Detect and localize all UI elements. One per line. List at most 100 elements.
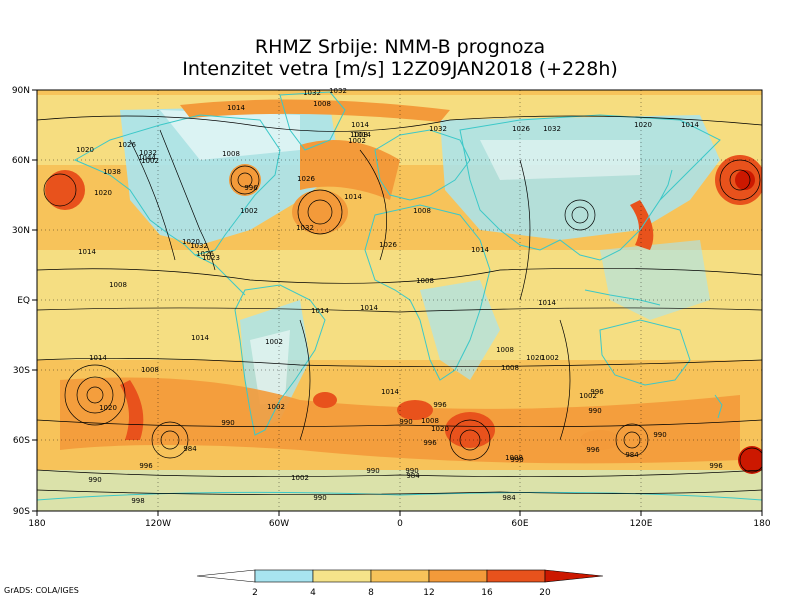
isobar-label: 1008 bbox=[496, 346, 514, 354]
colorbar: 2 4 8 12 16 20 bbox=[196, 569, 604, 598]
graticule bbox=[37, 90, 762, 511]
colorbar-label: 4 bbox=[310, 588, 316, 598]
isobar-label: 1014 bbox=[538, 299, 556, 307]
isobar-label: 1002 bbox=[141, 157, 159, 165]
colorbar-segment bbox=[428, 569, 488, 583]
colorbar-label: 16 bbox=[481, 588, 493, 598]
y-tick-label: 30N bbox=[12, 226, 30, 236]
isobar-label: 990 bbox=[366, 467, 379, 475]
isobar-label: 1008 bbox=[222, 150, 240, 158]
isobar-label: 1026 bbox=[118, 141, 136, 149]
y-tick-label: 90S bbox=[13, 507, 30, 517]
x-tick-label: 120E bbox=[630, 519, 653, 529]
isobar-label: 1020 bbox=[431, 425, 449, 433]
x-tick-label: 60E bbox=[511, 519, 528, 529]
australia-coast bbox=[599, 319, 691, 386]
isobar-label: 1014 bbox=[360, 304, 378, 312]
isobar-label: 1032 bbox=[296, 224, 314, 232]
isobar-label: 1020 bbox=[99, 404, 117, 412]
africa-coast bbox=[364, 204, 491, 381]
colorbar-segment bbox=[254, 569, 314, 583]
isobar-label: 1026 bbox=[297, 175, 315, 183]
isobar-label: 1032 bbox=[329, 87, 347, 95]
isobar-label: 1008 bbox=[421, 417, 439, 425]
isobar-label: 996 bbox=[433, 401, 447, 409]
x-axis-labels: 180 120W 60W 0 60E 120E 180 bbox=[28, 519, 770, 529]
isobar-label: 984 bbox=[502, 494, 516, 502]
isobar-label: 990 bbox=[653, 431, 666, 439]
isobar-label: 1032 bbox=[429, 125, 447, 133]
isobar-label: 1026 bbox=[379, 241, 397, 249]
isobar-label: 1008 bbox=[109, 281, 127, 289]
colorbar-right-arrow bbox=[544, 569, 604, 583]
north-america-coast bbox=[73, 114, 281, 256]
isobar-label: 1032 bbox=[190, 242, 208, 250]
isobar-label: 996 bbox=[590, 388, 604, 396]
isobar-label: 990 bbox=[313, 494, 326, 502]
isobar-label: 996 bbox=[586, 446, 600, 454]
isobar-label: 1044 bbox=[138, 154, 156, 162]
y-tick-label: 60N bbox=[12, 156, 30, 166]
axis-ticks bbox=[32, 89, 763, 516]
colorbar-segment bbox=[370, 569, 430, 583]
isobar-label: 1008 bbox=[416, 277, 434, 285]
isobar-label: 984 bbox=[183, 445, 197, 453]
x-tick-label: 120W bbox=[145, 519, 171, 529]
isobar-label: 1023 bbox=[202, 254, 220, 262]
isobar-label: 990 bbox=[221, 419, 234, 427]
isobar-label: 1002 bbox=[579, 392, 597, 400]
isobar-label: 1014 bbox=[344, 193, 362, 201]
isobar-label: 1002 bbox=[267, 403, 285, 411]
y-tick-label: 30S bbox=[13, 366, 30, 376]
isobar-label: 1008 bbox=[141, 366, 159, 374]
isobar-label: 1014 bbox=[311, 307, 329, 315]
south-america-coast bbox=[234, 284, 326, 436]
isobar-label: 1008 bbox=[505, 454, 523, 462]
isobars bbox=[37, 115, 762, 495]
isobar-label: 1020 bbox=[182, 238, 200, 246]
isobar-label: 1038 bbox=[103, 168, 121, 176]
isobar-label: 1020 bbox=[94, 189, 112, 197]
greenland-coast bbox=[279, 91, 346, 151]
colorbar-left-arrow bbox=[196, 569, 256, 583]
isobar-label: 1026 bbox=[512, 125, 530, 133]
isobar-label: 1014 bbox=[89, 354, 107, 362]
isobar-label: 1014 bbox=[78, 248, 96, 256]
isobar-label: 1014 bbox=[353, 131, 371, 139]
isobar-label: 996 bbox=[244, 184, 258, 192]
isobar-label: 990 bbox=[510, 456, 523, 464]
isobar-label: 1014 bbox=[681, 121, 699, 129]
isobar-label: 1014 bbox=[351, 121, 369, 129]
isobar-label: 990 bbox=[88, 476, 101, 484]
coastlines bbox=[37, 91, 762, 501]
isobar-label: 984 bbox=[406, 472, 420, 480]
isobar-label: 1002 bbox=[348, 137, 366, 145]
colorbar-label: 2 bbox=[252, 588, 258, 598]
x-tick-label: 60W bbox=[269, 519, 289, 529]
y-tick-label: 60S bbox=[13, 436, 30, 446]
isobar-label: 990 bbox=[405, 467, 418, 475]
y-axis-labels: 90N 60N 30N EQ 30S 60S 90S bbox=[12, 86, 30, 517]
isobar-label: 1008 bbox=[350, 131, 368, 139]
x-tick-label: 180 bbox=[28, 519, 45, 529]
isobar-label: 1020 bbox=[526, 354, 544, 362]
isobar-label: 1014 bbox=[191, 334, 209, 342]
central-america-coast bbox=[194, 254, 246, 296]
isobar-label: 984 bbox=[625, 451, 639, 459]
credit-text: GrADS: COLA/IGES bbox=[4, 586, 79, 595]
map-title-line2: Intenzitet vetra [m/s] 12Z09JAN2018 (+22… bbox=[182, 58, 618, 80]
isobar-label: 996 bbox=[709, 462, 723, 470]
y-tick-label: EQ bbox=[17, 296, 30, 306]
map-title-line1: RHMZ Srbije: NMM-B prognoza bbox=[254, 36, 546, 58]
isobar-label: 990 bbox=[588, 407, 601, 415]
isobar-label: 1014 bbox=[227, 104, 245, 112]
isobar-label: 1020 bbox=[634, 121, 652, 129]
isobar-label: 1032 bbox=[303, 89, 321, 97]
isobar-label: 1020 bbox=[76, 146, 94, 154]
europe-coast bbox=[374, 129, 471, 201]
x-tick-label: 0 bbox=[397, 519, 403, 529]
isobar-label: 1002 bbox=[541, 354, 559, 362]
colorbar-label: 20 bbox=[539, 588, 551, 598]
isobar-label: 1008 bbox=[313, 100, 331, 108]
isobar-label: 1008 bbox=[413, 207, 431, 215]
